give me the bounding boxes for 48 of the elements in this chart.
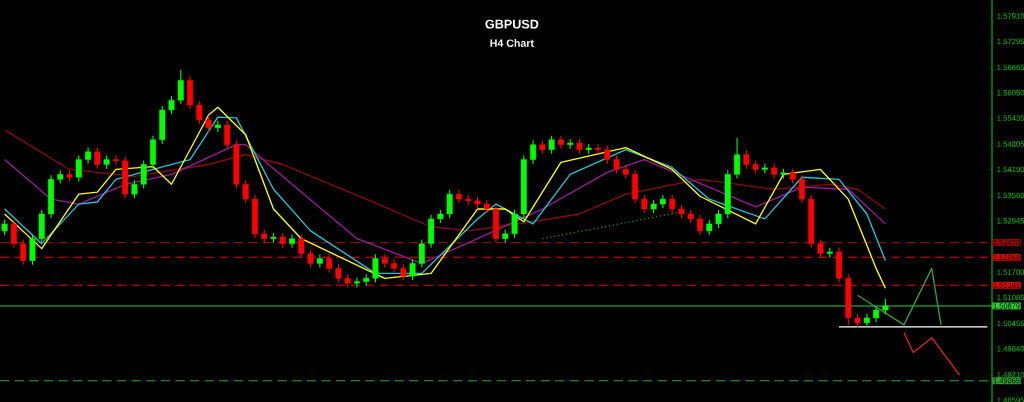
candlestick xyxy=(817,239,824,259)
candlestick xyxy=(214,120,221,133)
candlestick xyxy=(418,239,425,269)
line-series xyxy=(3,144,887,265)
candlestick xyxy=(641,194,648,214)
candlestick xyxy=(75,154,82,182)
candlestick xyxy=(548,135,555,155)
line-series xyxy=(903,332,961,376)
candlestick xyxy=(140,159,147,189)
candlestick xyxy=(530,140,537,165)
candlestick xyxy=(196,100,203,125)
candlestick xyxy=(29,234,36,266)
candlestick xyxy=(604,145,611,165)
candlestick xyxy=(669,194,676,214)
candlestick xyxy=(595,143,601,155)
candlestick xyxy=(613,154,620,175)
candlestick xyxy=(316,253,323,269)
candlestick xyxy=(446,189,453,219)
candlestick xyxy=(94,147,101,170)
candlestick xyxy=(224,120,231,150)
candlestick xyxy=(298,234,305,259)
candlestick xyxy=(353,276,360,288)
candlestick xyxy=(372,253,379,283)
candlestick xyxy=(326,253,333,274)
candlestick xyxy=(734,137,741,180)
candlestick xyxy=(715,209,722,229)
candlestick xyxy=(131,179,138,199)
candlestick xyxy=(511,209,518,239)
candlestick xyxy=(696,214,703,236)
candlestick xyxy=(335,263,342,283)
candlestick xyxy=(557,135,564,150)
text: H4 Chart xyxy=(490,39,534,47)
candlestick xyxy=(455,189,462,204)
candlestick xyxy=(20,239,27,266)
candlestick xyxy=(112,154,119,166)
candlestick xyxy=(391,258,397,274)
candlestick xyxy=(409,258,416,281)
line-series xyxy=(3,129,887,232)
candlestick xyxy=(177,69,184,105)
candlestick xyxy=(307,248,314,269)
candlestick xyxy=(761,163,768,175)
candlestick xyxy=(289,234,296,249)
candlestick xyxy=(10,219,17,249)
text: GBPUSD xyxy=(485,19,539,29)
candlestick xyxy=(168,95,175,115)
candlestick xyxy=(798,174,805,204)
candlestick xyxy=(242,179,249,204)
candlestick xyxy=(743,149,750,170)
